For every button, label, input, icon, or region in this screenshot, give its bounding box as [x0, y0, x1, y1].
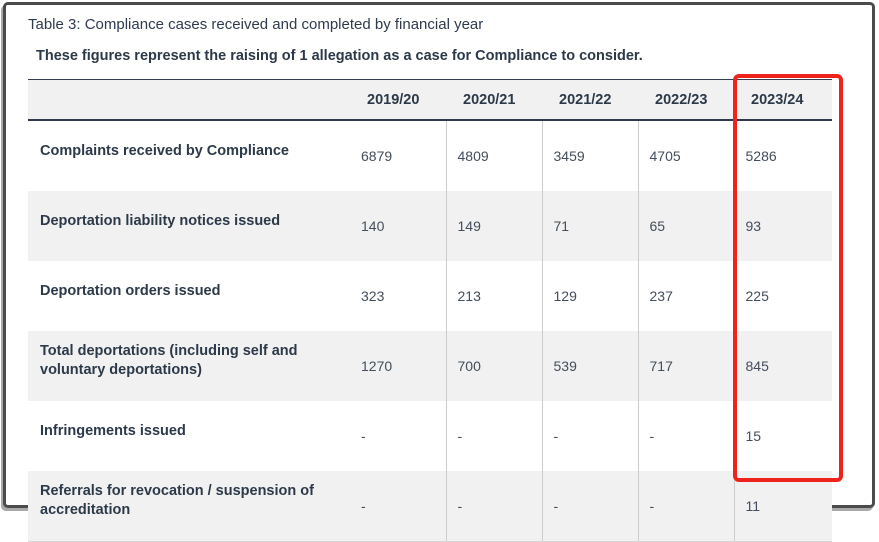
header-row: 2019/20 2020/21 2021/22 2022/23 2023/24	[28, 79, 832, 121]
cell-value-highlighted: 845	[733, 331, 832, 401]
column-header-2020-21: 2020/21	[446, 79, 542, 121]
cell-value: 700	[445, 331, 542, 401]
row-label: Infringements issued	[40, 422, 186, 439]
cell-value: -	[445, 471, 542, 542]
table-row-total-deportations: Total deportations (including self and v…	[28, 331, 832, 401]
cell-value: 717	[637, 331, 734, 401]
cell-value: -	[541, 471, 638, 542]
cell-value: 539	[541, 331, 638, 401]
cell-value: 237	[637, 261, 734, 331]
cell-value: 323	[361, 288, 385, 304]
column-header-2023-24: 2023/24	[734, 79, 832, 121]
row-label: Referrals for revocation / suspension of…	[28, 471, 350, 542]
cell-value: 65	[637, 191, 734, 261]
cell-value-highlighted: 11	[733, 471, 832, 542]
cell-value: -	[445, 401, 542, 471]
table-row-complaints-received: Complaints received by Compliance 6879 4…	[28, 120, 832, 191]
cell-value: -	[637, 401, 734, 471]
cell-value-highlighted: 5286	[733, 120, 832, 191]
cell-value: 149	[445, 191, 542, 261]
page-frame: Table 3: Compliance cases received and c…	[3, 2, 875, 542]
column-header-empty	[28, 79, 350, 121]
cell-value: 3459	[541, 120, 638, 191]
cell-value: 4705	[637, 120, 734, 191]
cell-value: -	[637, 471, 734, 542]
cell-value: -	[361, 428, 366, 444]
cell-value: 213	[445, 261, 542, 331]
cell-value: 140	[361, 218, 385, 234]
table-row-referrals-revocation: Referrals for revocation / suspension of…	[28, 471, 832, 542]
cell-value: 129	[541, 261, 638, 331]
cell-value: -	[350, 471, 446, 542]
column-header-2021-22: 2021/22	[542, 79, 638, 121]
cell-value-highlighted: 225	[733, 261, 832, 331]
table-row-deportation-orders: Deportation orders issued 323 213 129 23…	[28, 261, 832, 331]
column-header-2022-23: 2022/23	[638, 79, 734, 121]
cell-value-highlighted: 15	[733, 401, 832, 471]
cell-value: 6879	[361, 148, 393, 164]
row-label: Complaints received by Compliance	[40, 142, 289, 159]
cell-value: 71	[541, 191, 638, 261]
row-label: Deportation orders issued	[40, 282, 221, 299]
table-caption: Table 3: Compliance cases received and c…	[28, 16, 484, 33]
cell-value: 4809	[445, 120, 542, 191]
column-header-2019-20: 2019/20	[350, 79, 446, 121]
row-label: Total deportations (including self and v…	[40, 343, 298, 378]
table-row-infringements: Infringements issued - - - - 15	[28, 401, 832, 471]
compliance-cases-table: 2019/20 2020/21 2021/22 2022/23 2023/24 …	[28, 79, 832, 542]
cell-value: 1270	[361, 358, 393, 374]
row-label: Deportation liability notices issued	[40, 212, 281, 229]
cell-value-highlighted: 93	[733, 191, 832, 261]
table-row-liability-notices: Deportation liability notices issued 140…	[28, 191, 832, 261]
cell-value: -	[541, 401, 638, 471]
table-note: These figures represent the raising of 1…	[36, 48, 643, 64]
